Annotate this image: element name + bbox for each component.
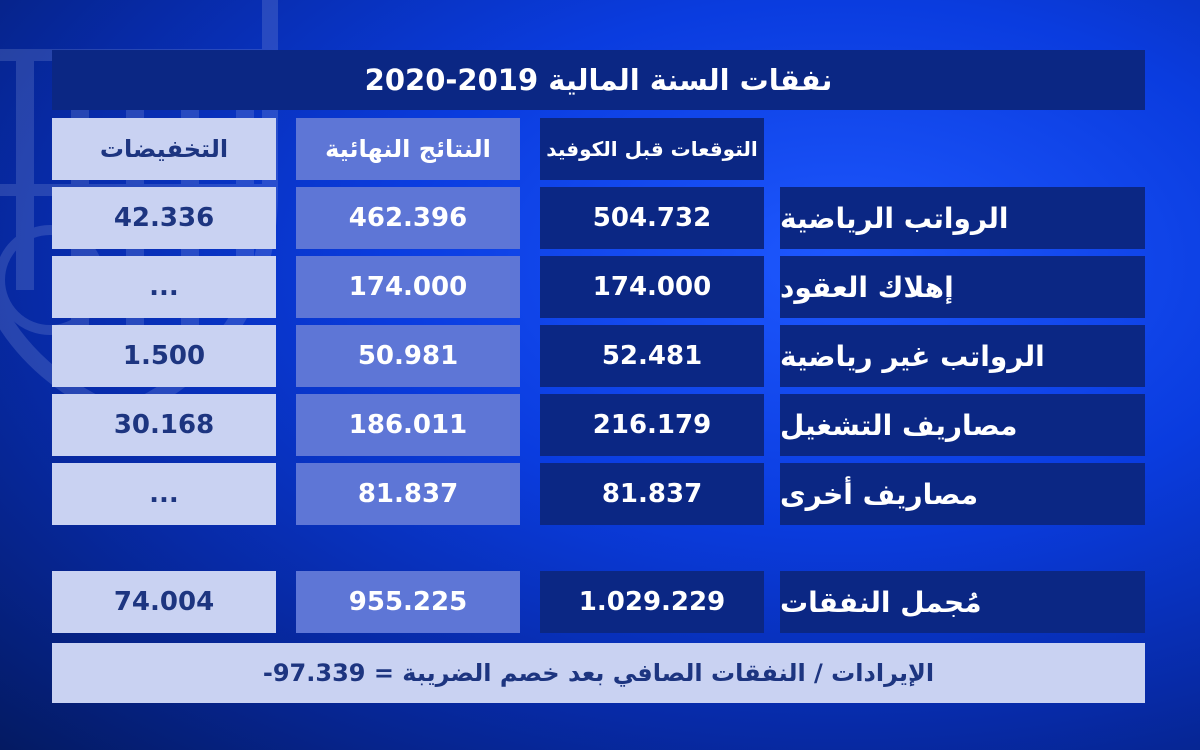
header-pre-covid-forecast: التوقعات قبل الكوفيد [540, 118, 764, 180]
table-cell-reduction: 1.500 [52, 325, 276, 387]
row-label-other-expenses: مصاريف أخرى [780, 463, 1145, 525]
table-cell-reduction: ... [52, 256, 276, 318]
row-label-non-sports-salaries: الرواتب غير رياضية [780, 325, 1145, 387]
table-cell-reduction: ... [52, 463, 276, 525]
row-label-operating-expenses: مصاريف التشغيل [780, 394, 1145, 456]
table-cell-pre-covid: 216.179 [540, 394, 764, 456]
header-final-results: النتائج النهائية [296, 118, 520, 180]
table-cell-final: 186.011 [296, 394, 520, 456]
table-cell-pre-covid: 52.481 [540, 325, 764, 387]
row-label-sports-salaries: الرواتب الرياضية [780, 187, 1145, 249]
total-cell-reduction: 74.004 [52, 571, 276, 633]
net-result-footer: الإيرادات / النفقات الصافي بعد خصم الضري… [52, 643, 1145, 703]
table-cell-final: 462.396 [296, 187, 520, 249]
header-reductions: التخفيضات [52, 118, 276, 180]
table-cell-pre-covid: 81.837 [540, 463, 764, 525]
row-label-total-expenses: مُجمل النفقات [780, 571, 1145, 633]
page-title: نفقات السنة المالية 2019-2020 [52, 50, 1145, 110]
table-cell-pre-covid: 504.732 [540, 187, 764, 249]
total-cell-final: 955.225 [296, 571, 520, 633]
table-cell-reduction: 30.168 [52, 394, 276, 456]
table-cell-final: 50.981 [296, 325, 520, 387]
total-cell-pre-covid: 1.029.229 [540, 571, 764, 633]
table-cell-final: 174.000 [296, 256, 520, 318]
table-cell-final: 81.837 [296, 463, 520, 525]
table-cell-reduction: 42.336 [52, 187, 276, 249]
row-label-contract-amortization: إهلاك العقود [780, 256, 1145, 318]
table-cell-pre-covid: 174.000 [540, 256, 764, 318]
